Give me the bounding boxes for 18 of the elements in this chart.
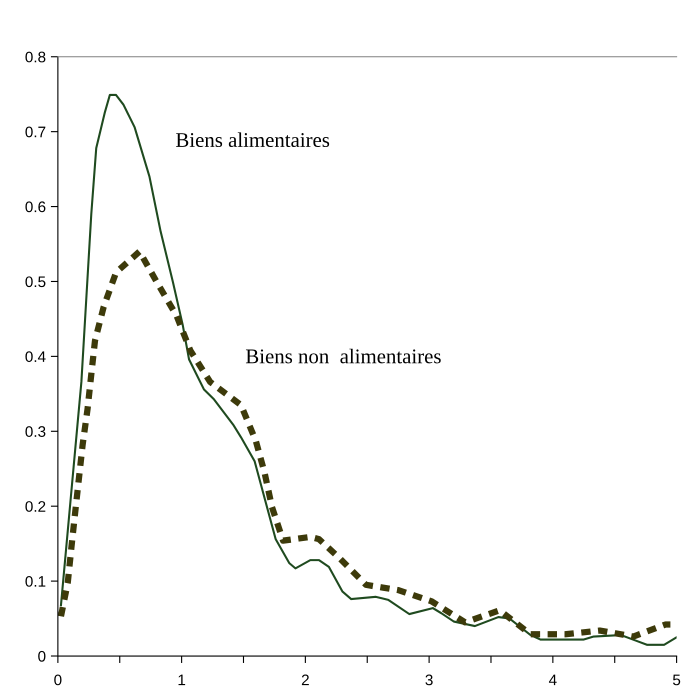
y-tick-label: 0.7 <box>25 126 46 138</box>
series-label: Biens non alimentaires <box>246 348 441 364</box>
y-tick-label: 0.2 <box>25 501 46 512</box>
x-tick-label: 1 <box>178 674 186 686</box>
y-tick-label: 0.4 <box>25 351 46 362</box>
y-tick-label: 0 <box>38 650 46 662</box>
line-series <box>60 94 677 646</box>
x-tick-label: 3 <box>425 674 433 686</box>
x-tick-label: 4 <box>548 674 557 686</box>
series-label: Biens alimentaires <box>176 132 330 148</box>
x-tick-label: 0 <box>54 674 62 686</box>
x-tick-label: 2 <box>302 674 309 686</box>
y-tick-label: 0.5 <box>25 276 46 288</box>
y-tick-label: 0.6 <box>25 201 46 212</box>
y-tick-label: 0.3 <box>25 426 46 437</box>
x-tick-label: 5 <box>672 674 680 686</box>
y-tick-label: 0.8 <box>25 52 46 62</box>
y-tick-label: 0.1 <box>25 576 46 587</box>
